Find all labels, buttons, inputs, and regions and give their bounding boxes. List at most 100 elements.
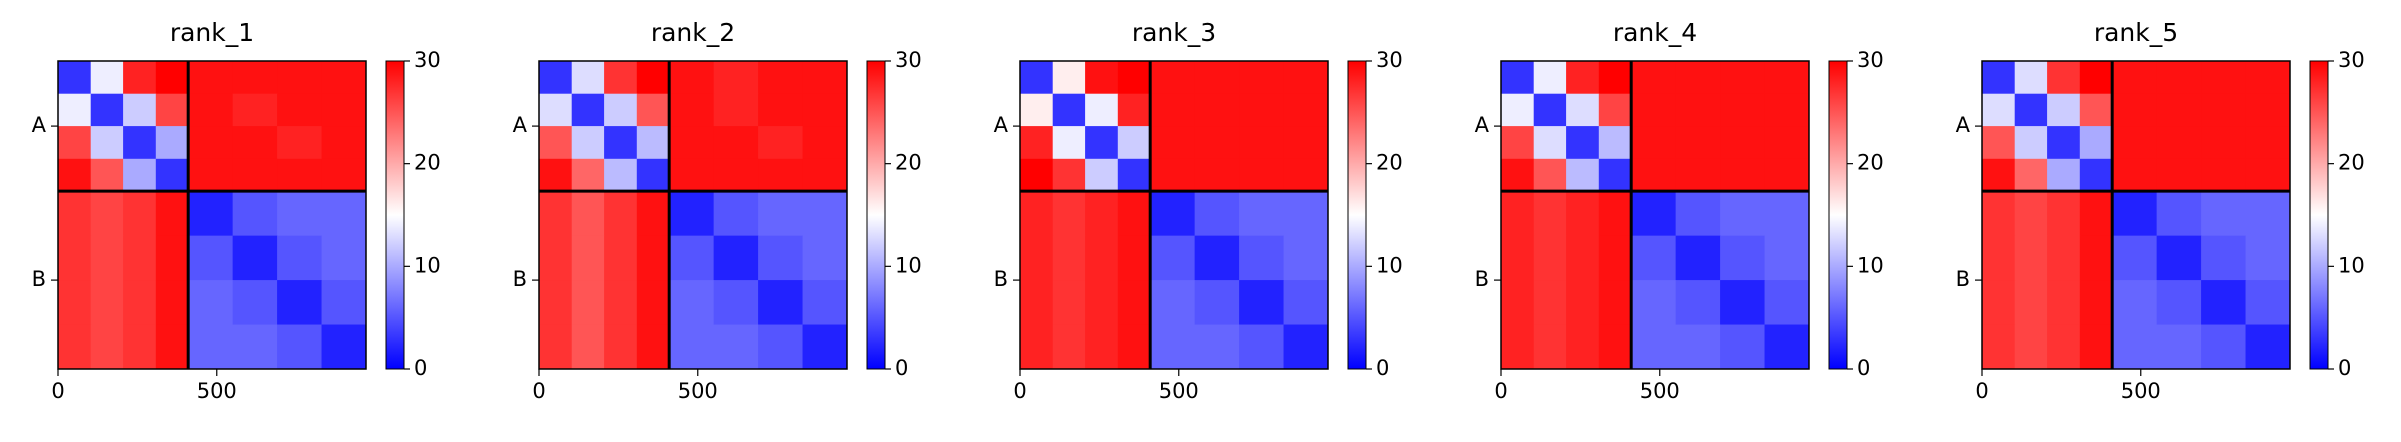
heatmap-cell — [58, 235, 92, 281]
heatmap-cell — [1720, 235, 1766, 281]
heatmap-cell — [2112, 191, 2158, 237]
colorbar — [2309, 60, 2329, 370]
heatmap-cell — [758, 126, 804, 160]
heatmap-cell — [802, 126, 848, 160]
heatmap-cell — [636, 235, 670, 281]
colorbar — [1828, 60, 1848, 370]
heatmap-cell — [155, 191, 189, 237]
heatmap-cell — [758, 158, 804, 192]
heatmap-cell — [1052, 191, 1086, 237]
heatmap-cell — [1501, 324, 1535, 370]
heatmap-cell — [188, 158, 234, 192]
heatmap-cell — [1982, 235, 2016, 281]
panel-title: rank_4 — [1613, 18, 1697, 47]
heatmap-cell — [90, 191, 124, 237]
heatmap-cell — [1239, 126, 1285, 160]
heatmap-cell — [188, 191, 234, 237]
heatmap-cell — [1283, 235, 1329, 281]
heatmap-cell — [1239, 235, 1285, 281]
colorbar-tick-label: 10 — [2338, 253, 2365, 277]
colorbar-tick-label: 0 — [1857, 356, 1870, 380]
heatmap-cell — [2079, 324, 2113, 370]
heatmap-cell — [1150, 191, 1196, 237]
heatmap-cell — [277, 93, 323, 127]
plot-frame — [538, 60, 848, 370]
heatmap-cell — [539, 61, 573, 95]
heatmap-cell — [321, 93, 367, 127]
heatmap-cell — [1675, 324, 1721, 370]
heatmap-cell — [802, 93, 848, 127]
heatmap-cell — [90, 126, 124, 160]
heatmap-cell — [669, 158, 715, 192]
heatmap-cell — [188, 280, 234, 326]
heatmap-cell — [1085, 126, 1119, 160]
heatmap-cell — [1675, 158, 1721, 192]
heatmap-cell — [58, 158, 92, 192]
heatmap-cell — [1052, 280, 1086, 326]
heatmap-cell — [1501, 93, 1535, 127]
colorbar-tick-label: 20 — [414, 151, 441, 175]
heatmap-cell — [2156, 191, 2202, 237]
heatmap-cell — [58, 61, 92, 95]
heatmap-cell — [1117, 126, 1151, 160]
heatmap-cell — [277, 324, 323, 370]
heatmap-cell — [1631, 324, 1677, 370]
heatmap-cell — [1982, 61, 2016, 95]
colorbar — [1347, 60, 1367, 370]
heatmap-cell — [1239, 280, 1285, 326]
heatmap-cell — [713, 280, 759, 326]
heatmap-cell — [123, 235, 157, 281]
heatmap-cell — [1194, 126, 1240, 160]
heatmap-cell — [1150, 280, 1196, 326]
heatmap-cell — [539, 126, 573, 160]
heatmap-cell — [636, 158, 670, 192]
heatmap-cell — [321, 235, 367, 281]
heatmap-cell — [2201, 324, 2247, 370]
colorbar-tick-label: 0 — [895, 356, 908, 380]
y-tick-label: B — [513, 267, 527, 291]
heatmap-cell — [1239, 93, 1285, 127]
heatmap-cell — [90, 280, 124, 326]
heatmap-cell — [155, 93, 189, 127]
heatmap-cell — [2112, 235, 2158, 281]
heatmap-cell — [232, 61, 278, 95]
heatmap-cell — [1283, 158, 1329, 192]
heatmap-cell — [1675, 61, 1721, 95]
heatmap-cell — [802, 191, 848, 237]
heatmap-cell — [155, 126, 189, 160]
heatmap-cell — [2201, 126, 2247, 160]
heatmap-cell — [636, 93, 670, 127]
heatmap-cell — [1085, 324, 1119, 370]
heatmap-cell — [2245, 324, 2291, 370]
heatmap-cell — [1720, 126, 1766, 160]
heatmap-cell — [1020, 93, 1054, 127]
heatmap-cell — [2014, 61, 2048, 95]
heatmap-cell — [321, 191, 367, 237]
heatmap-cell — [1194, 61, 1240, 95]
heatmap-cell — [1150, 324, 1196, 370]
heatmap-cell — [58, 93, 92, 127]
heatmap-cell — [1598, 126, 1632, 160]
heatmap-cell — [1283, 191, 1329, 237]
heatmap-cell — [669, 61, 715, 95]
heatmap-cell — [571, 324, 605, 370]
heatmap-cell — [277, 158, 323, 192]
heatmap-cell — [636, 126, 670, 160]
colorbar-tick-label: 10 — [1376, 253, 1403, 277]
y-tick-label: A — [513, 113, 528, 137]
heatmap-cell — [1566, 158, 1600, 192]
heatmap-cell — [713, 324, 759, 370]
heatmap-cell — [669, 126, 715, 160]
heatmap-cell — [2201, 235, 2247, 281]
heatmap-cell — [2201, 191, 2247, 237]
heatmap-cell — [1052, 93, 1086, 127]
heatmap-cell — [571, 235, 605, 281]
heatmap-cell — [1501, 280, 1535, 326]
heatmap-cell — [1501, 126, 1535, 160]
heatmap-cell — [1631, 158, 1677, 192]
heatmap-cell — [2079, 235, 2113, 281]
heatmap-cell — [1239, 61, 1285, 95]
heatmap-cell — [2156, 93, 2202, 127]
heatmap-cell — [277, 280, 323, 326]
heatmap-cell — [1052, 158, 1086, 192]
